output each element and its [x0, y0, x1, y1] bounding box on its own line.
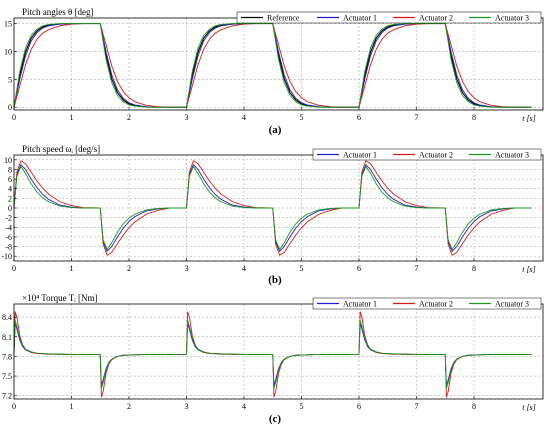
legend-label: Actuator 3	[495, 14, 529, 23]
y-tick-label: -2	[5, 214, 12, 223]
x-tick-label: 0	[12, 264, 16, 273]
x-tick-label: 4	[242, 402, 246, 411]
y-tick-label: 4	[8, 185, 12, 194]
y-tick-label: 5	[8, 75, 12, 84]
y-tick-label: 10	[4, 47, 12, 56]
panel-title: Pitch speed ωᵢ [deg/s]	[22, 144, 100, 154]
x-tick-label: 6	[357, 113, 361, 122]
y-tick-label: 2	[8, 194, 12, 203]
x-tick-label: 7	[415, 264, 419, 273]
legend-label: Actuator 1	[343, 14, 377, 23]
y-tick-label: 0	[8, 103, 12, 112]
legend: Reference Actuator 1 Actuator 2 Actuator 3	[236, 11, 542, 24]
legend-label: Actuator 1	[343, 300, 377, 309]
chart-panel-3: 0 1 2 3 4 5 6 7 8 7.2 7.5 7.8 8.1 8.4 t [s] ×10⁴ Torque…	[2, 293, 544, 425]
legend-box	[236, 11, 542, 24]
panel-title: ×10⁴ Torque Tᵢ [Nm]	[22, 293, 97, 303]
legend-label: Actuator 2	[419, 14, 453, 23]
panel-title: Pitch angles θ [deg]	[22, 7, 94, 17]
panel-caption: (a)	[269, 124, 282, 136]
y-tick-label: -8	[5, 243, 12, 252]
x-tick-label: 8	[472, 402, 476, 411]
x-tick-label: 1	[70, 402, 74, 411]
legend-label: Actuator 3	[495, 151, 529, 160]
legend-box	[312, 148, 542, 161]
series-line-actuator-3	[13, 319, 532, 389]
legend-label: Reference	[267, 14, 300, 23]
y-tick-label: 10	[4, 156, 12, 165]
x-tick-label: 0	[12, 402, 16, 411]
x-tick-label: 6	[357, 264, 361, 273]
y-tick-label: 7.5	[2, 372, 12, 381]
y-tick-label: -4	[5, 223, 12, 232]
x-tick-label: 3	[185, 402, 189, 411]
legend-box	[312, 297, 542, 310]
legend-label: Actuator 1	[343, 151, 377, 160]
x-tick-label: 7	[415, 113, 419, 122]
y-tick-label: 8	[8, 165, 12, 174]
x-tick-label: 1	[70, 264, 74, 273]
panel-caption: (b)	[268, 274, 282, 286]
y-tick-label: -10	[1, 252, 12, 261]
x-tick-label: 5	[300, 113, 304, 122]
y-tick-label: -6	[5, 233, 12, 242]
x-tick-label: 3	[185, 264, 189, 273]
x-tick-label: 8	[472, 113, 476, 122]
x-tick-label: 8	[472, 264, 476, 273]
chart-panel-1: 0 1 2 3 4 5 6 7 8 0 5 10 15 t [s] Pitch angles θ [deg]…	[4, 7, 544, 136]
x-tick-label: 2	[127, 264, 131, 273]
series-line-actuator-3	[13, 23, 532, 108]
x-tick-label: 7	[415, 402, 419, 411]
series-line-actuator-3	[13, 166, 532, 250]
y-tick-label: 7.2	[2, 392, 12, 401]
panel-caption: (c)	[269, 413, 282, 425]
x-tick-label: 2	[127, 113, 131, 122]
y-tick-label: 0	[8, 204, 12, 213]
x-axis-label: t [s]	[522, 265, 536, 274]
y-tick-label: 8.1	[2, 333, 12, 342]
x-axis-label: t [s]	[522, 114, 536, 123]
x-tick-label: 4	[242, 113, 246, 122]
legend-label: Actuator 2	[419, 151, 453, 160]
x-tick-label: 1	[70, 113, 74, 122]
series-line-reference	[13, 23, 532, 108]
x-tick-label: 5	[300, 264, 304, 273]
y-tick-label: 15	[4, 20, 12, 29]
legend: Actuator 1 Actuator 2 Actuator 3	[312, 297, 542, 310]
legend-label: Actuator 3	[495, 300, 529, 309]
legend-label: Actuator 2	[419, 300, 453, 309]
x-tick-label: 6	[357, 402, 361, 411]
legend: Actuator 1 Actuator 2 Actuator 3	[312, 148, 542, 161]
x-axis-label: t [s]	[522, 403, 536, 412]
y-tick-label: 7.8	[2, 352, 12, 361]
x-tick-label: 2	[127, 402, 131, 411]
x-tick-label: 5	[300, 402, 304, 411]
x-tick-label: 3	[185, 113, 189, 122]
plot-frame	[13, 303, 544, 400]
x-tick-label: 4	[242, 264, 246, 273]
x-tick-label: 0	[12, 113, 16, 122]
y-tick-label: 6	[8, 175, 12, 184]
y-tick-label: 8.4	[2, 313, 12, 322]
